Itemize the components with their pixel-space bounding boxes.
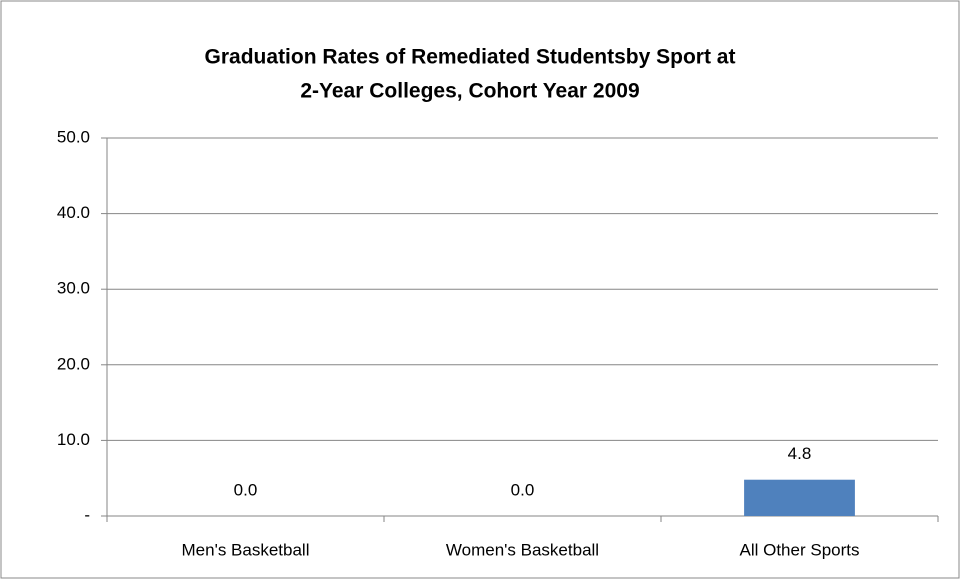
bar bbox=[744, 479, 855, 516]
chart-title: Graduation Rates of Remediated Studentsb… bbox=[205, 46, 736, 69]
y-tick-label: 10.0 bbox=[57, 430, 90, 449]
y-tick-label: 30.0 bbox=[57, 279, 90, 298]
x-tick-label: Men's Basketball bbox=[182, 540, 310, 559]
y-tick-label: 40.0 bbox=[57, 203, 90, 222]
x-tick-label: Women's Basketball bbox=[446, 540, 599, 559]
y-tick-label: - bbox=[84, 505, 90, 524]
x-tick-label: All Other Sports bbox=[740, 540, 860, 559]
data-label: 0.0 bbox=[511, 480, 535, 499]
data-label: 0.0 bbox=[234, 480, 258, 499]
chart-title: 2-Year Colleges, Cohort Year 2009 bbox=[300, 80, 639, 103]
y-tick-label: 20.0 bbox=[57, 354, 90, 373]
data-label: 4.8 bbox=[788, 444, 812, 463]
y-tick-label: 50.0 bbox=[57, 127, 90, 146]
